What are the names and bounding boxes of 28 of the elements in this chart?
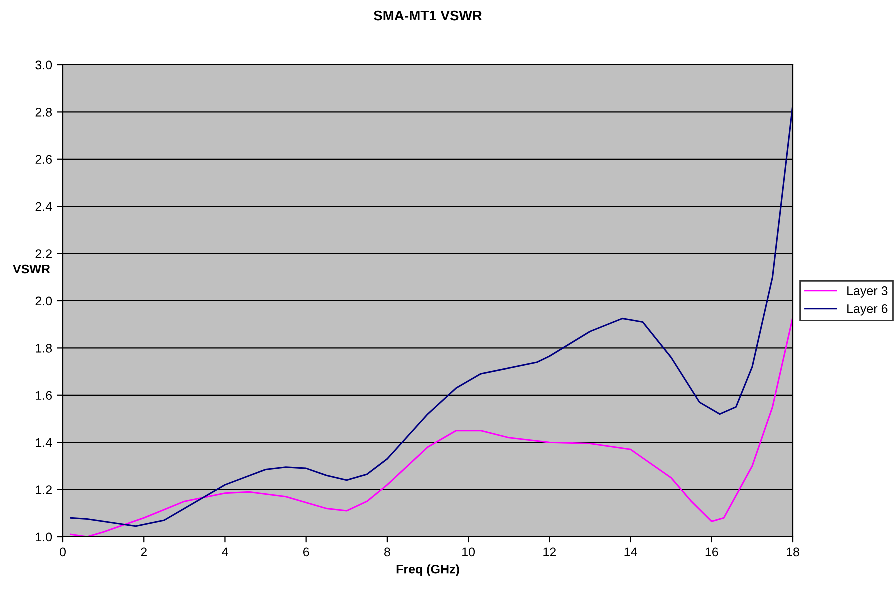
line-series xyxy=(70,104,793,528)
y-tick-label: 3.0 xyxy=(36,60,52,70)
x-axis-title: Freq (GHz) xyxy=(396,564,460,576)
x-tick-label: 16 xyxy=(706,548,718,557)
legend-label: Layer 6 xyxy=(848,304,888,316)
y-tick-label: 1.8 xyxy=(36,344,52,353)
y-tick-label: 2.6 xyxy=(36,155,52,164)
y-tick-label: 2.4 xyxy=(36,202,52,212)
x-tick-label: 14 xyxy=(624,548,638,556)
y-tick-label: 1.0 xyxy=(36,532,52,542)
x-tick-label: 0 xyxy=(60,548,66,557)
x-tick-label: 10 xyxy=(462,548,476,557)
y-tick-label: 1.4 xyxy=(36,438,52,448)
x-tick-label: 12 xyxy=(544,548,556,556)
x-tick-label: 2 xyxy=(141,548,147,556)
y-tick-label: 2.2 xyxy=(36,250,52,258)
y-axis-title: VSWR xyxy=(13,264,50,274)
line-series xyxy=(70,316,793,537)
y-tick-label: 1.2 xyxy=(36,486,52,494)
y-tick-label: 1.6 xyxy=(36,391,52,400)
chart-title: SMA-MT1 VSWR xyxy=(374,10,482,21)
x-tick-label: 8 xyxy=(384,548,390,557)
y-tick-label: 2.8 xyxy=(36,108,52,117)
x-tick-label: 4 xyxy=(222,548,228,556)
y-tick-label: 2.0 xyxy=(36,296,52,306)
legend-label: Layer 3 xyxy=(848,286,888,298)
x-tick-label: 18 xyxy=(787,548,800,557)
x-tick-label: 6 xyxy=(303,548,310,557)
